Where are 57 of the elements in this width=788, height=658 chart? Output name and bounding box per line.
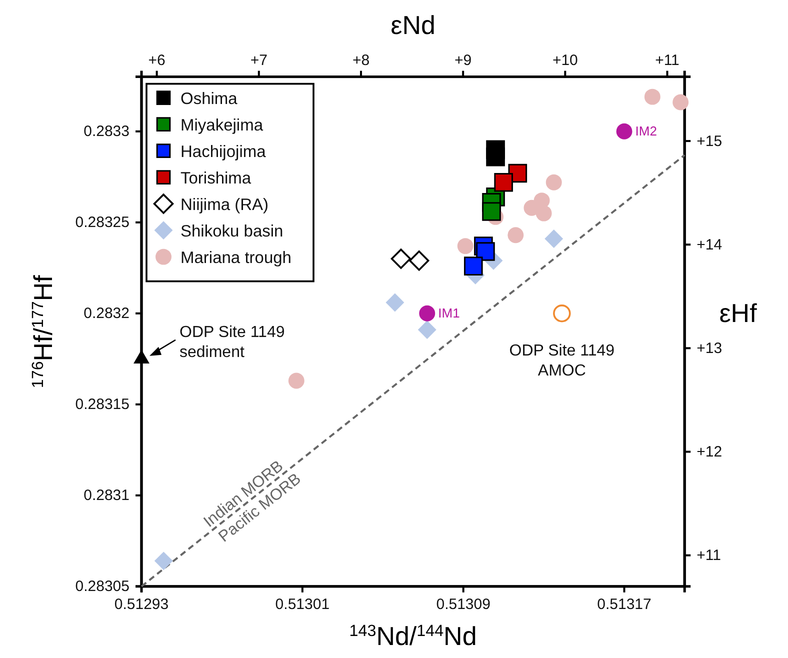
x2-axis-title: εNd (390, 10, 436, 40)
legend-label: Mariana trough (180, 248, 292, 267)
x2-tick-label: +9 (454, 52, 472, 69)
y2-axis-title: εHf (719, 298, 758, 328)
y-tick-label: 0.2832 (84, 305, 130, 322)
annotation: IM1 (438, 305, 460, 320)
point (419, 305, 436, 322)
y2-tick-label: +12 (696, 444, 722, 461)
x-tick-label: 0.51317 (597, 596, 652, 614)
y-tick-label: 0.28325 (75, 214, 130, 232)
legend-label: Shikoku basin (180, 222, 284, 240)
legend-label: Miyakejima (180, 116, 264, 134)
legend-label: Torishima (180, 169, 252, 188)
point (616, 123, 632, 140)
point (494, 172, 513, 192)
x2-tick-label: +7 (250, 52, 268, 69)
point (534, 192, 550, 209)
point (644, 88, 660, 105)
annotation: IM2 (635, 123, 657, 138)
point (464, 256, 483, 276)
point (546, 174, 562, 190)
x2-tick-label: +11 (655, 52, 680, 69)
point (154, 552, 173, 570)
point (288, 372, 304, 389)
annotation: ODP Site 1149 AMOC (509, 342, 615, 380)
point (390, 248, 412, 269)
legend-label: Niijima (RA) (180, 196, 268, 214)
y2-tick-label: +11 (696, 547, 721, 564)
y2-tick-label: +13 (696, 340, 722, 357)
point (672, 94, 689, 110)
y-tick-label: 0.28305 (75, 578, 130, 596)
annotation: ODP Site 1149 sediment (180, 324, 285, 361)
x2-tick-label: +6 (148, 52, 166, 69)
x2-tick-label: +10 (552, 52, 578, 69)
x-tick-label: 0.51293 (114, 596, 169, 614)
point (386, 293, 404, 312)
x-axis-title: $^{143}$Nd/$^{144}$Nd (349, 621, 477, 651)
point (508, 227, 524, 244)
point (418, 320, 436, 339)
point (544, 230, 564, 248)
point (553, 304, 571, 322)
x2-tick-label: +8 (352, 52, 370, 69)
point (408, 250, 430, 271)
legend-label: Oshima (180, 90, 238, 108)
y-tick-label: 0.28315 (75, 396, 130, 414)
point (457, 238, 474, 254)
x-tick-label: 0.51301 (275, 596, 330, 614)
point (476, 242, 495, 261)
x-tick-label: 0.51309 (436, 596, 490, 614)
y-tick-label: 0.2831 (84, 487, 130, 504)
y2-tick-label: +14 (696, 236, 722, 254)
y-tick-label: 0.2833 (84, 123, 130, 140)
point (486, 140, 505, 160)
point (536, 205, 552, 222)
legend-label: Hachijojima (180, 142, 267, 161)
point (482, 202, 501, 221)
y2-tick-label: +15 (696, 132, 722, 150)
